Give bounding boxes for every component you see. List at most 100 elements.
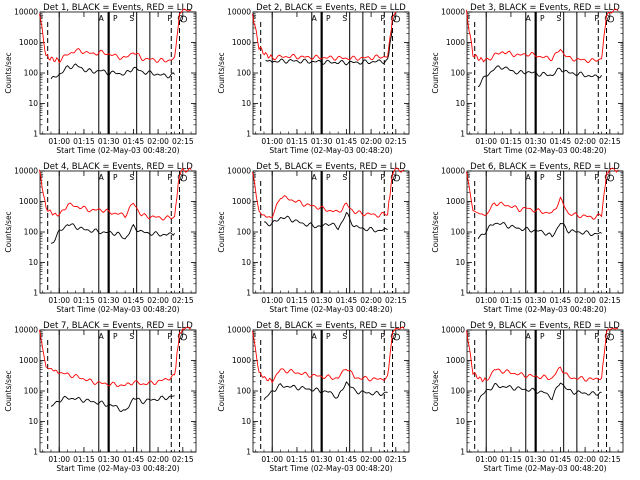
x-tick-label: 02:00 <box>360 455 382 464</box>
x-tick-label: 01:15 <box>286 455 308 464</box>
x-tick-label: 02:15 <box>172 455 194 464</box>
y-tick-label: 1 <box>246 289 251 298</box>
y-tick-label: 1 <box>33 289 38 298</box>
panel-det-3: Det 3, BLACK = Events, RED = LLD 1 10 100 10… <box>431 3 624 155</box>
y-axis-label: Counts/sec <box>217 52 226 93</box>
flag-marker: A <box>99 332 105 341</box>
x-axis-label: Start Time (02-May-03 00:48:20) <box>269 146 392 155</box>
y-tick-label: 10000 <box>14 8 38 17</box>
series-line <box>477 222 602 240</box>
series-line <box>39 326 192 387</box>
series-line <box>263 381 388 400</box>
flag-marker: A <box>312 332 318 341</box>
x-tick-label: 01:30 <box>98 296 120 305</box>
x-axis-label: Start Time (02-May-03 00:48:20) <box>56 464 179 473</box>
x-axis-label: Start Time (02-May-03 00:48:20) <box>56 146 179 155</box>
x-tick-label: 01:00 <box>261 137 283 146</box>
flag-circle <box>393 174 401 182</box>
flag-marker: P <box>167 14 172 23</box>
panel-det-1: Det 1, BLACK = Events, RED = LLD 1 10 100 10… <box>4 3 197 155</box>
flag-marker: S <box>342 332 347 341</box>
flag-marker: A <box>312 14 318 23</box>
x-tick-label: 01:15 <box>73 455 95 464</box>
flag-circle <box>180 174 188 182</box>
flag-marker: P <box>594 14 599 23</box>
x-tick-label: 01:00 <box>261 296 283 305</box>
x-tick-label: 01:45 <box>123 137 145 146</box>
y-axis-label: Counts/sec <box>431 211 440 252</box>
flag-marker: S <box>129 332 134 341</box>
x-tick-label: 01:45 <box>550 455 572 464</box>
y-tick-label: 10 <box>28 417 38 426</box>
x-tick-label: 01:00 <box>475 296 497 305</box>
x-tick-label: 01:00 <box>475 137 497 146</box>
y-tick-label: 1000 <box>232 197 251 206</box>
y-tick-label: 1 <box>460 448 465 457</box>
x-axis-label: Start Time (02-May-03 00:48:20) <box>269 464 392 473</box>
y-axis-label: Counts/sec <box>217 370 226 411</box>
y-tick-label: 10 <box>455 258 465 267</box>
x-axis-label: Start Time (02-May-03 00:48:20) <box>483 146 606 155</box>
y-tick-label: 10 <box>241 417 251 426</box>
flag-marker: A <box>99 14 105 23</box>
y-axis-label: Counts/sec <box>431 52 440 93</box>
y-axis-label: Counts/sec <box>4 370 13 411</box>
x-tick-label: 01:45 <box>123 296 145 305</box>
y-tick-label: 100 <box>24 69 39 78</box>
x-tick-label: 02:00 <box>147 137 169 146</box>
flag-circle <box>393 15 401 23</box>
panel-title: Det 3, BLACK = Events, RED = LLD <box>470 3 620 13</box>
panel-det-5: Det 5, BLACK = Events, RED = LLD 1 10 100 10… <box>217 162 410 314</box>
x-tick-label: 02:00 <box>574 137 596 146</box>
y-tick-label: 10000 <box>441 326 465 335</box>
panel-title: Det 2, BLACK = Events, RED = LLD <box>256 3 406 13</box>
panel-det-4: Det 4, BLACK = Events, RED = LLD 1 10 100 10… <box>4 162 197 314</box>
y-tick-label: 100 <box>451 69 466 78</box>
panel-title: Det 7, BLACK = Events, RED = LLD <box>43 321 193 331</box>
series-line <box>264 211 388 233</box>
flag-marker: A <box>526 173 532 182</box>
flag-marker: A <box>312 173 318 182</box>
flag-circle <box>180 333 188 341</box>
x-tick-label: 01:15 <box>73 296 95 305</box>
series-line <box>252 11 397 61</box>
x-tick-label: 02:15 <box>172 137 194 146</box>
flag-marker: P <box>113 173 118 182</box>
x-tick-label: 01:00 <box>48 455 70 464</box>
flag-circle <box>607 333 615 341</box>
x-tick-label: 01:45 <box>123 455 145 464</box>
x-tick-label: 01:15 <box>500 137 522 146</box>
x-tick-label: 01:15 <box>73 137 95 146</box>
series-line <box>39 167 192 221</box>
flag-marker: S <box>342 14 347 23</box>
flag-marker: P <box>594 173 599 182</box>
y-tick-label: 10000 <box>227 8 251 17</box>
x-tick-label: 02:15 <box>385 296 407 305</box>
series-line <box>50 395 175 413</box>
y-axis-label: Counts/sec <box>4 52 13 93</box>
flag-circle <box>607 15 615 23</box>
flag-marker: S <box>342 173 347 182</box>
flag-marker: P <box>540 14 545 23</box>
y-tick-label: 10 <box>241 99 251 108</box>
x-tick-label: 01:45 <box>336 137 358 146</box>
plot-frame <box>252 170 410 294</box>
y-tick-label: 100 <box>451 387 466 396</box>
y-tick-label: 10 <box>455 99 465 108</box>
y-tick-label: 10000 <box>14 167 38 176</box>
series-line <box>39 8 192 64</box>
x-tick-label: 01:15 <box>500 296 522 305</box>
flag-marker: F <box>466 14 470 23</box>
flag-marker: P <box>540 332 545 341</box>
y-tick-label: 1000 <box>232 38 251 47</box>
flag-marker: P <box>113 332 118 341</box>
y-tick-label: 1000 <box>232 356 251 365</box>
flag-circle <box>180 15 188 23</box>
x-tick-label: 01:30 <box>525 455 547 464</box>
x-tick-label: 02:00 <box>574 296 596 305</box>
y-tick-label: 10 <box>28 258 38 267</box>
series-line <box>477 382 602 403</box>
x-tick-label: 01:30 <box>98 455 120 464</box>
flag-circle <box>607 174 615 182</box>
